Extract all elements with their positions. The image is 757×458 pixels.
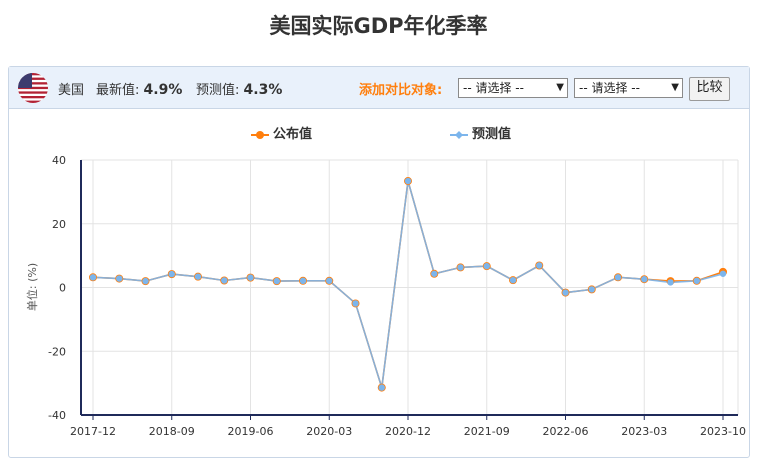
data-point-forecast[interactable] [509, 276, 517, 284]
latest-value: 4.9% [143, 82, 183, 98]
data-point-forecast[interactable] [378, 384, 385, 391]
latest-value-group: 最新值: 4.9% [96, 79, 182, 98]
data-point-forecast[interactable] [719, 270, 727, 277]
chevron-down-icon: ▼ [671, 82, 679, 93]
data-point-forecast[interactable] [299, 277, 307, 285]
data-point-forecast[interactable] [352, 300, 359, 307]
data-point-forecast[interactable] [247, 274, 254, 281]
toolbar: 美国 最新值: 4.9% 预测值: 4.3% 添加对比对象: -- 请选择 --… [9, 67, 749, 109]
data-point-forecast[interactable] [431, 270, 438, 277]
x-tick-label: 2020-12 [385, 425, 431, 438]
legend-item-forecast[interactable]: 预测值 [450, 123, 511, 142]
data-point-forecast[interactable] [614, 274, 622, 281]
data-point-forecast[interactable] [667, 279, 674, 286]
y-tick-label: 40 [52, 154, 66, 167]
data-point-forecast[interactable] [168, 270, 175, 278]
data-point-forecast[interactable] [194, 273, 202, 280]
legend-marker-forecast [450, 130, 468, 139]
data-point-forecast[interactable] [142, 277, 149, 285]
data-point-forecast[interactable] [273, 277, 280, 285]
y-tick-label: 0 [59, 282, 66, 295]
x-tick-label: 2021-09 [464, 425, 510, 438]
compare-label: 添加对比对象: [359, 83, 443, 98]
data-point-forecast[interactable] [588, 286, 595, 293]
x-tick-label: 2023-10 [700, 425, 746, 438]
y-axis-label: 单位: (%) [25, 263, 39, 311]
chevron-down-icon: ▼ [556, 82, 564, 93]
data-point-forecast[interactable] [562, 289, 569, 296]
chart-panel: 美国 最新值: 4.9% 预测值: 4.3% 添加对比对象: -- 请选择 --… [8, 66, 750, 458]
legend-item-published[interactable]: 公布值 [251, 123, 312, 142]
data-point-forecast[interactable] [326, 277, 333, 285]
us-flag-icon [18, 73, 48, 103]
latest-label: 最新值: [96, 83, 140, 98]
compare-select-2-value: -- 请选择 -- [579, 81, 640, 95]
compare-button[interactable]: 比较 [689, 77, 730, 101]
forecast-value-group: 预测值: 4.3% [196, 79, 282, 98]
data-point-forecast[interactable] [641, 276, 648, 283]
compare-select-2[interactable]: -- 请选择 -- ▼ [574, 78, 683, 98]
y-tick-label: -40 [48, 409, 66, 422]
x-tick-label: 2020-03 [306, 425, 352, 438]
x-tick-label: 2022-06 [543, 425, 589, 438]
compare-select-1[interactable]: -- 请选择 -- ▼ [458, 78, 568, 98]
y-tick-label: -20 [48, 345, 66, 358]
data-point-forecast[interactable] [89, 274, 97, 281]
data-point-forecast[interactable] [116, 275, 123, 282]
x-tick-label: 2019-06 [228, 425, 274, 438]
data-point-forecast[interactable] [536, 262, 543, 269]
page-title: 美国实际GDP年化季率 [269, 14, 488, 38]
x-tick-label: 2017-12 [70, 425, 116, 438]
x-tick-label: 2018-09 [149, 425, 195, 438]
compare-select-1-value: -- 请选择 -- [463, 81, 524, 95]
legend-label-published: 公布值 [273, 127, 313, 142]
data-point-forecast[interactable] [693, 277, 700, 285]
data-point-forecast[interactable] [221, 277, 228, 284]
x-tick-label: 2023-03 [621, 425, 667, 438]
country-label: 美国 [58, 83, 85, 98]
forecast-label: 预测值: [196, 83, 240, 98]
legend-marker-published [251, 130, 269, 139]
forecast-value: 4.3% [243, 82, 283, 98]
data-point-forecast[interactable] [404, 177, 412, 185]
data-point-forecast[interactable] [457, 264, 464, 271]
data-point-forecast[interactable] [483, 262, 490, 270]
y-tick-label: 20 [52, 218, 66, 231]
legend-label-forecast: 预测值 [472, 127, 512, 142]
